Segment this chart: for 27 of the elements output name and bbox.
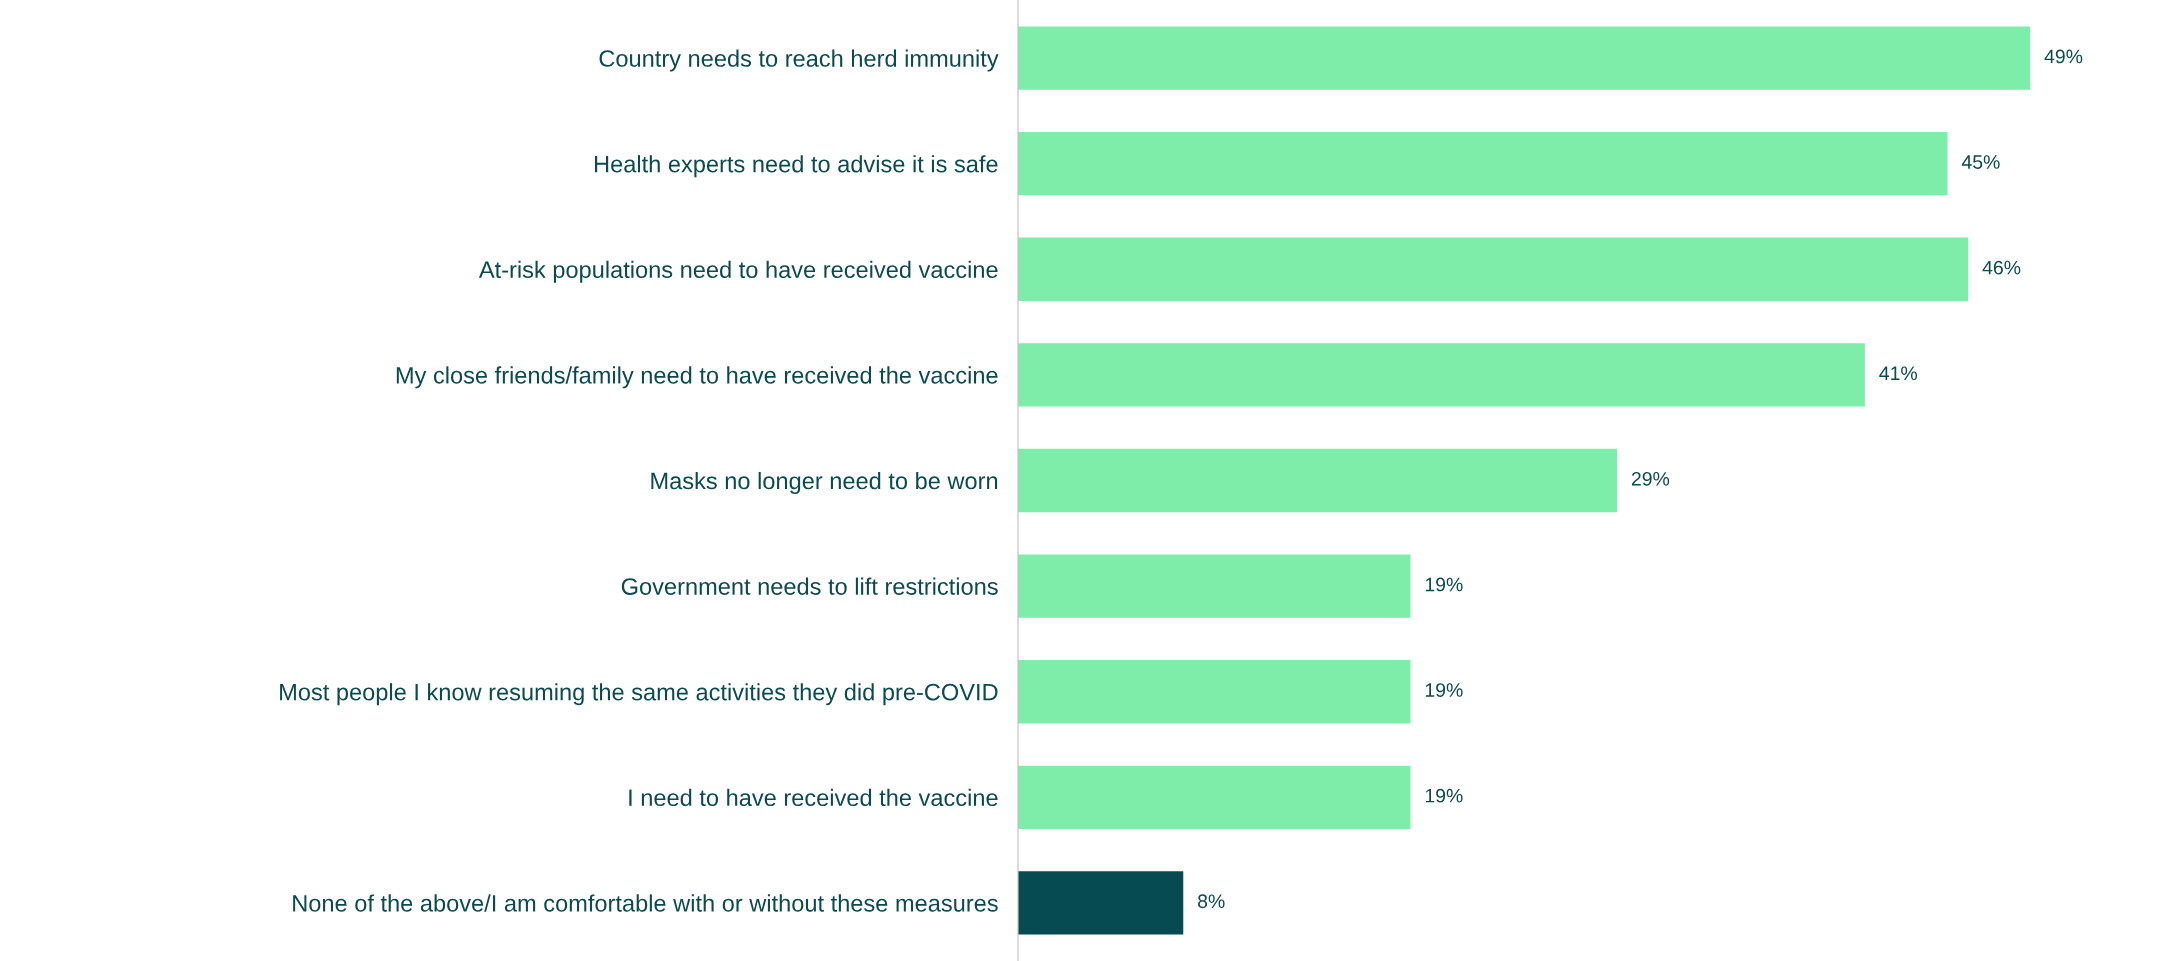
y-tick-label: At-risk populations need to have received vaccine xyxy=(478,260,998,283)
y-tick-label: I need to have received the vaccine xyxy=(629,788,998,807)
bar xyxy=(1018,448,1618,513)
y-tick-label: Country needs to reach herd immunity xyxy=(599,49,999,72)
bar xyxy=(1018,132,1948,196)
y-tick-label: Health experts need to advise it is safe xyxy=(594,155,998,178)
data-label: 29% xyxy=(1631,471,1670,486)
y-tick-label: Government needs to lift restrictions xyxy=(621,577,998,595)
bar xyxy=(1018,765,1411,829)
data-label: 19% xyxy=(1425,577,1463,592)
y-tick-label: Masks no longer need to be worn xyxy=(651,471,998,494)
bar xyxy=(1018,26,2031,90)
bar xyxy=(1018,554,1411,618)
bar xyxy=(1018,660,1411,724)
y-tick-label: Most people I know resuming the same activities they did pre-COVID xyxy=(280,683,998,706)
bar xyxy=(1018,343,1865,407)
data-label: 41% xyxy=(1879,366,1918,381)
data-label: 46% xyxy=(1982,260,2021,275)
data-label: 45% xyxy=(1961,155,2000,169)
data-label: 49% xyxy=(2044,49,2083,64)
y-tick-label: My close friends/family need to have received the vaccine xyxy=(396,366,998,389)
data-label: 19% xyxy=(1425,683,1463,697)
bar xyxy=(1018,237,1969,301)
y-tick-label: None of the above/I am comfortable with or without these measures xyxy=(293,894,998,912)
data-label: 19% xyxy=(1425,788,1463,803)
bar xyxy=(1018,871,1184,935)
data-label: 8% xyxy=(1198,894,1225,909)
